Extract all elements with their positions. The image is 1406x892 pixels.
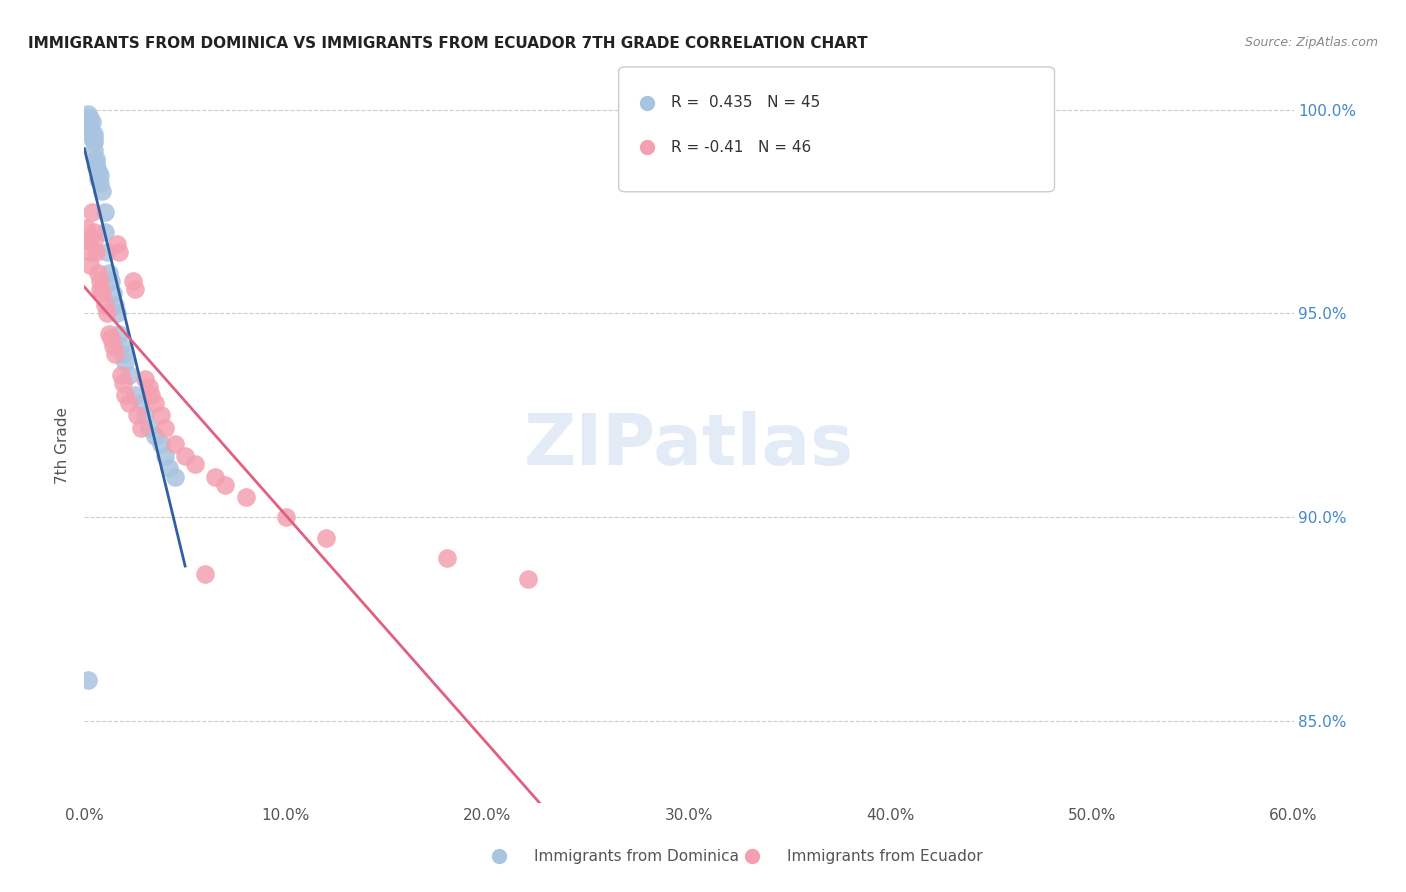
Point [83, 135, 105, 149]
Point [204, 469, 226, 483]
Point [91, 184, 114, 198]
Point [83, 225, 105, 239]
Point [121, 274, 143, 288]
Point [77, 673, 100, 688]
Point [214, 477, 236, 491]
Point [86, 160, 108, 174]
Point [104, 298, 127, 312]
Point [86, 155, 108, 169]
Point [153, 449, 176, 463]
Point [77, 115, 100, 129]
Point [111, 347, 134, 361]
Point [83, 131, 105, 145]
Point [86, 245, 108, 260]
Point [83, 127, 105, 141]
Point [110, 339, 132, 353]
Point [125, 409, 148, 423]
Point [100, 274, 122, 288]
Point [153, 420, 176, 434]
Point [93, 298, 115, 312]
Text: IMMIGRANTS FROM DOMINICA VS IMMIGRANTS FROM ECUADOR 7TH GRADE CORRELATION CHART: IMMIGRANTS FROM DOMINICA VS IMMIGRANTS F… [28, 36, 868, 51]
Point [105, 306, 128, 320]
Point [89, 274, 111, 288]
Point [79, 258, 101, 272]
Point [97, 266, 120, 280]
Point [107, 245, 129, 260]
Point [110, 368, 132, 382]
Point [165, 469, 187, 483]
Text: Source: ZipAtlas.com: Source: ZipAtlas.com [1244, 36, 1378, 49]
Point [129, 396, 152, 410]
Point [101, 286, 124, 301]
Point [77, 106, 100, 120]
Point [97, 326, 120, 341]
Point [79, 119, 101, 133]
Point [100, 331, 122, 345]
Point [149, 437, 172, 451]
Point [157, 461, 180, 475]
Point [87, 266, 110, 280]
Point [96, 306, 118, 320]
Point [79, 245, 101, 260]
Point [82, 115, 104, 129]
Point [89, 168, 111, 182]
Point [104, 347, 127, 361]
Point [89, 282, 111, 296]
Point [107, 326, 129, 341]
Point [274, 510, 297, 524]
Point [143, 396, 166, 410]
Point [75, 220, 97, 235]
Point [82, 204, 104, 219]
Point [124, 282, 146, 296]
Text: Immigrants from Dominica: Immigrants from Dominica [534, 849, 740, 863]
Point [79, 123, 101, 137]
Point [143, 429, 166, 443]
Point [194, 567, 217, 582]
Point [87, 172, 110, 186]
Point [77, 233, 100, 247]
Point [134, 409, 156, 423]
Point [105, 237, 128, 252]
Point [134, 372, 156, 386]
Point [139, 388, 162, 402]
Text: Immigrants from Ecuador: Immigrants from Ecuador [787, 849, 983, 863]
Point [315, 531, 337, 545]
Point [174, 449, 197, 463]
Text: R = -0.41   N = 46: R = -0.41 N = 46 [671, 140, 811, 154]
Point [91, 286, 114, 301]
Point [118, 368, 141, 382]
Point [101, 339, 124, 353]
Point [114, 355, 136, 369]
Point [83, 144, 105, 158]
Point [79, 111, 101, 125]
Point [83, 233, 105, 247]
Point [138, 380, 160, 394]
Point [124, 388, 146, 402]
Y-axis label: 7th Grade: 7th Grade [55, 408, 70, 484]
Text: ZIPatlas: ZIPatlas [524, 411, 853, 481]
Point [235, 490, 257, 504]
Point [86, 152, 108, 166]
Point [118, 396, 141, 410]
Point [436, 551, 458, 566]
Point [111, 376, 134, 390]
Point [82, 131, 104, 145]
Point [82, 127, 104, 141]
Point [114, 388, 136, 402]
Point [149, 409, 172, 423]
Point [129, 420, 152, 434]
Point [93, 204, 115, 219]
Point [75, 233, 97, 247]
Point [138, 420, 160, 434]
Point [516, 572, 538, 586]
Point [93, 225, 115, 239]
Point [184, 458, 207, 472]
Point [89, 176, 111, 190]
Point [87, 163, 110, 178]
Point [96, 245, 118, 260]
Point [165, 437, 187, 451]
Text: R =  0.435   N = 45: R = 0.435 N = 45 [671, 95, 820, 110]
Point [75, 111, 97, 125]
